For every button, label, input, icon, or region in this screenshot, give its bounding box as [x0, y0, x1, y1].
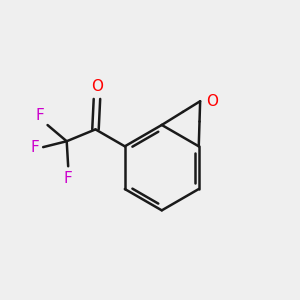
Text: O: O	[91, 79, 103, 94]
Text: F: F	[31, 140, 40, 154]
Text: F: F	[36, 108, 45, 123]
Text: F: F	[64, 171, 73, 186]
Text: O: O	[207, 94, 219, 109]
